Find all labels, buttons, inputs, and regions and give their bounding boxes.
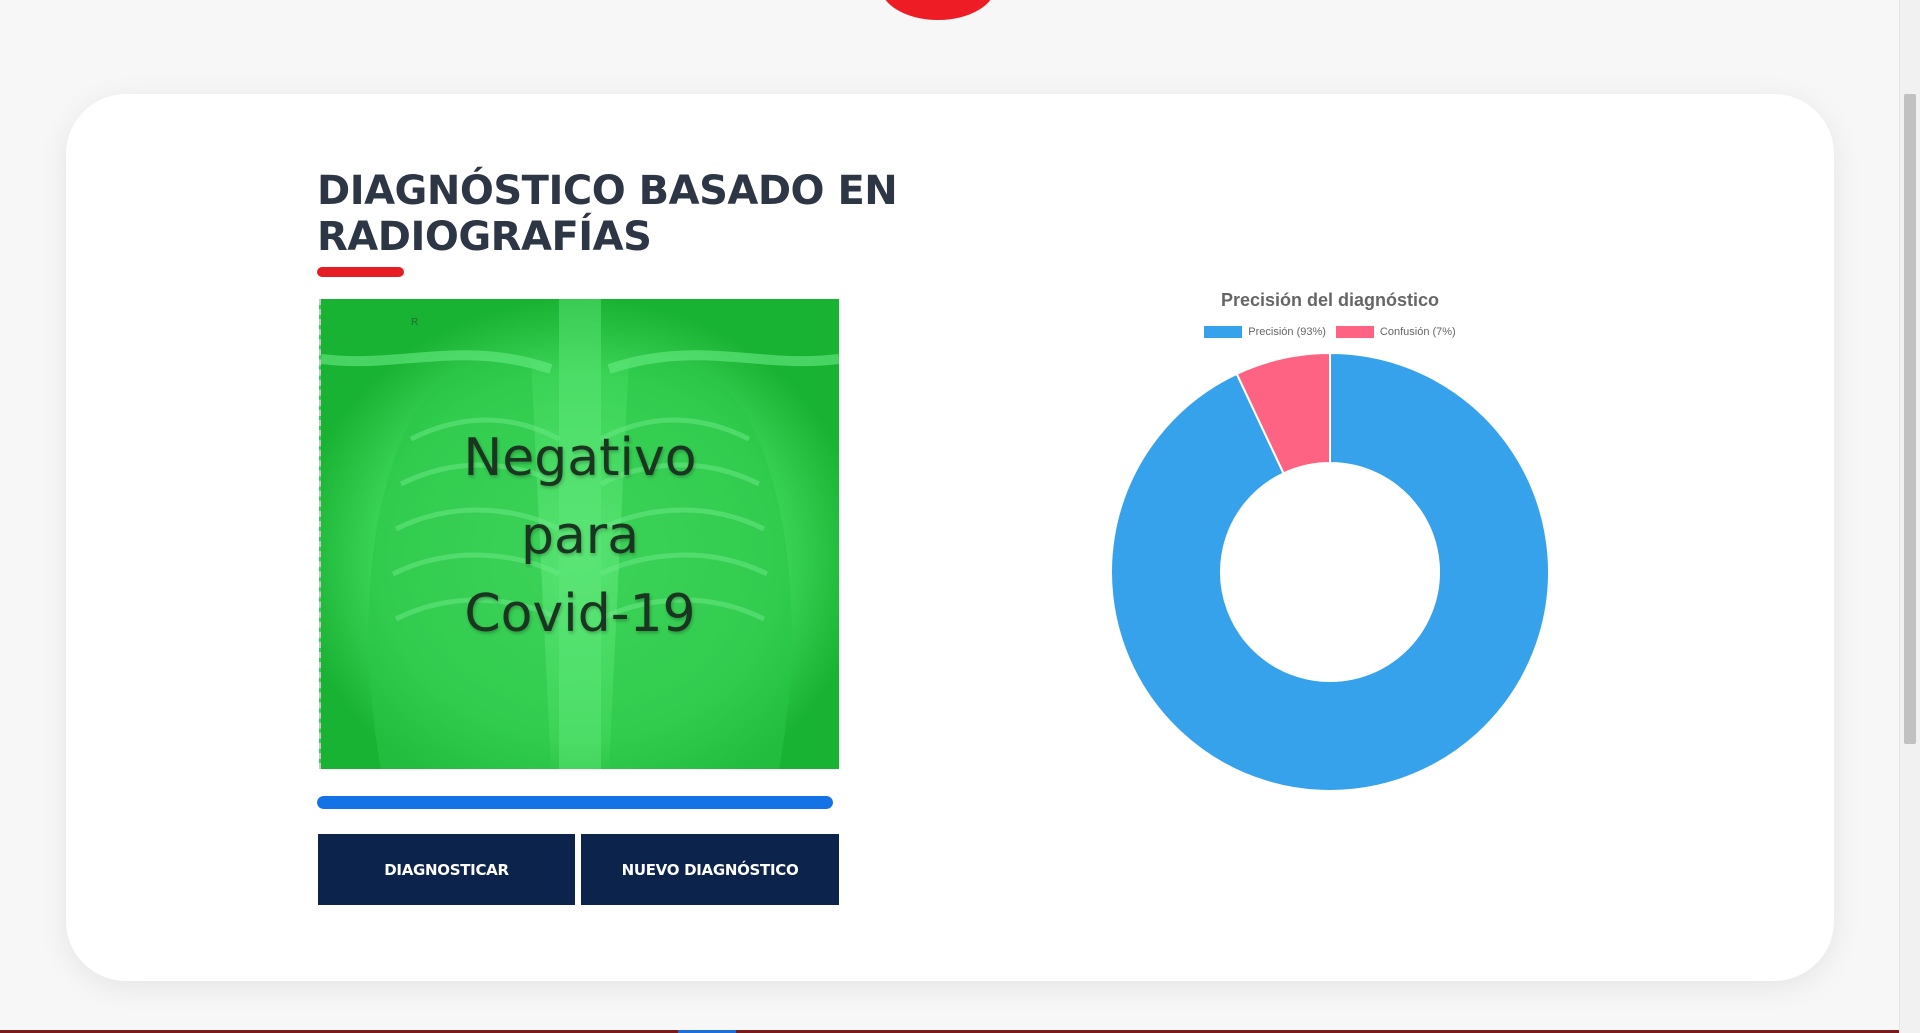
donut-slice[interactable] xyxy=(1110,351,1550,792)
footer-accent xyxy=(678,1030,736,1033)
diagnosis-result-line: Negativo xyxy=(463,428,697,488)
scrollbar-thumb[interactable] xyxy=(1904,94,1916,744)
brand-logo[interactable] xyxy=(880,0,996,20)
xray-image-preview: R Negativo para Covid-19 xyxy=(319,299,839,769)
diagnose-button[interactable]: DIAGNOSTICAR xyxy=(318,834,575,905)
progress-fill xyxy=(317,796,833,809)
legend-item[interactable]: Confusión (7%) xyxy=(1335,326,1456,338)
chart-legend: Precisión (93%) Confusión (7%) xyxy=(1000,326,1660,338)
page-scrollbar[interactable] xyxy=(1899,0,1920,1033)
xray-chest-image xyxy=(321,299,839,769)
footer-divider xyxy=(0,1030,1900,1033)
diagnosis-result-line: para xyxy=(520,506,640,566)
legend-label: Confusión (7%) xyxy=(1379,326,1456,338)
new-diagnosis-button[interactable]: NUEVO DIAGNÓSTICO xyxy=(581,834,839,905)
page-title: DIAGNÓSTICO BASADO EN RADIOGRAFÍAS xyxy=(317,168,898,260)
donut-chart xyxy=(1110,351,1550,792)
diagnosis-result: Negativo para Covid-19 xyxy=(321,419,839,653)
legend-swatch xyxy=(1335,326,1374,338)
xray-side-marker: R xyxy=(411,317,419,328)
precision-chart: Precisión del diagnóstico Precisión (93%… xyxy=(1000,280,1660,800)
legend-item[interactable]: Precisión (93%) xyxy=(1204,326,1326,338)
donut-slice[interactable] xyxy=(1235,351,1331,475)
diagnosis-result-line: Covid-19 xyxy=(464,584,696,644)
diagnosis-progress-bar xyxy=(317,796,833,809)
title-underline xyxy=(317,267,404,277)
legend-label: Precisión (93%) xyxy=(1248,326,1326,338)
legend-swatch xyxy=(1204,326,1243,338)
chart-title: Precisión del diagnóstico xyxy=(1220,290,1440,310)
